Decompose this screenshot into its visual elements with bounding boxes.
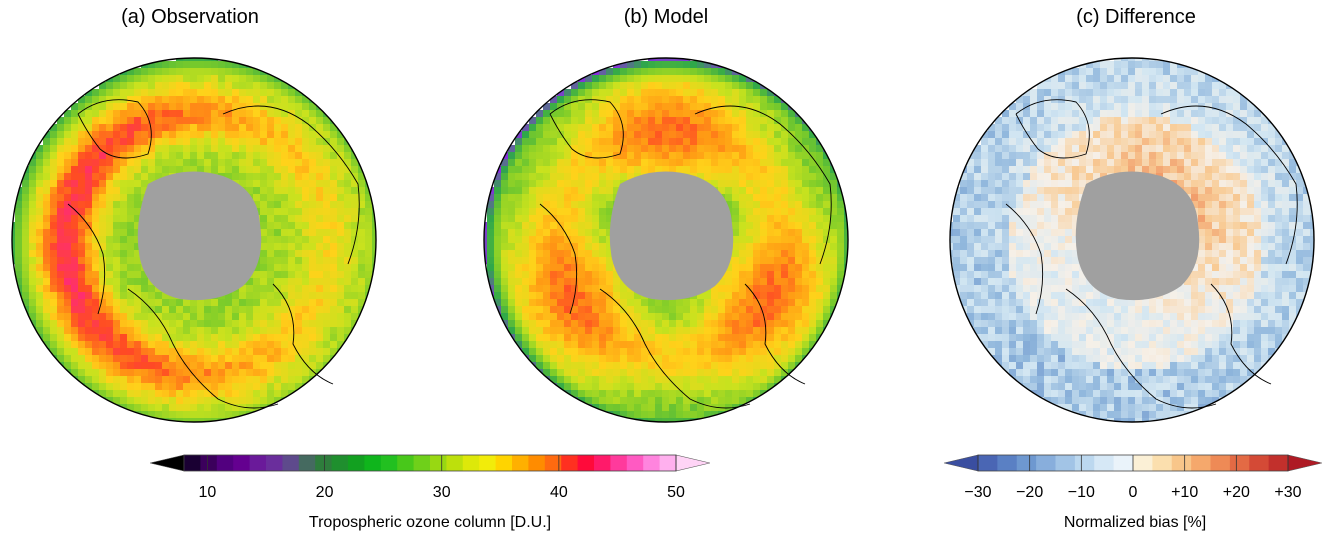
colorbar-ozone-extend-high (675, 454, 710, 472)
colorbar-ozone-segment (397, 455, 415, 471)
colorbar-ozone-segment (298, 455, 316, 471)
colorbar-bias-tick-label: −20 (1016, 484, 1044, 501)
polar-mask (137, 171, 262, 301)
colorbar-ozone-segment (528, 455, 546, 471)
colorbar-ozone-segment (266, 455, 283, 471)
colorbar-bias-segment (1191, 455, 1211, 471)
coastline (1210, 283, 1272, 385)
coastline (222, 105, 360, 265)
colorbar-ozone-segment (364, 455, 382, 471)
colorbar-ozone-segment (659, 455, 677, 471)
colorbar-bias-segment (1055, 455, 1076, 471)
colorbar-ozone-segment (200, 455, 218, 471)
title-difference: (c) Difference (1076, 6, 1196, 28)
colorbar-bias-segment (1133, 455, 1153, 471)
colorbar-ozone-segment (577, 455, 595, 471)
map-observation (11, 57, 377, 423)
map-model (483, 57, 849, 423)
colorbar-ozone-segment (495, 455, 513, 471)
map-outline (11, 57, 377, 423)
colorbar-bias-tick-label: +10 (1171, 484, 1199, 501)
colorbar-bias-segment (1210, 455, 1231, 471)
colorbar-bias-extend-high (1287, 454, 1322, 472)
colorbar-bias-segment (1152, 455, 1173, 471)
coastline (744, 283, 806, 385)
colorbar-bias-segment (1074, 455, 1095, 471)
colorbar-bias-segment (1094, 455, 1115, 471)
colorbar-ozone-segment (479, 455, 497, 471)
coastline (694, 105, 832, 265)
colorbar-ozone (150, 454, 710, 472)
colorbar-ozone-segment (233, 455, 251, 471)
colorbar-ozone-segment (446, 455, 464, 471)
colorbar-ozone-tick-label: 50 (667, 484, 685, 501)
colorbar-bias-extend-low (944, 454, 979, 472)
coastline (599, 288, 751, 409)
coastline (1160, 105, 1298, 265)
colorbar-ozone-segment (282, 455, 300, 471)
colorbar-ozone-segment (380, 455, 398, 471)
colorbar-bias-segment (1036, 455, 1056, 471)
colorbar-bias-ticks: −30 −20 −10 0 +10 +20 +30 (0, 484, 1325, 506)
coastline (1005, 203, 1044, 315)
colorbar-bias-segment (1268, 455, 1289, 471)
coastline (127, 288, 279, 409)
colorbar-bias-segment (1113, 455, 1134, 471)
colorbar-ozone-segment (544, 455, 562, 471)
colorbar-ozone-extend-low (150, 454, 185, 472)
colorbar-bias-segment (1249, 455, 1270, 471)
colorbar-bias-tick-label: +20 (1222, 484, 1250, 501)
colorbar-ozone-label: Tropospheric ozone column [D.U.] (308, 514, 552, 531)
colorbar-bias-tick-label: 0 (1128, 484, 1138, 501)
colorbar-ozone-segment (643, 455, 661, 471)
polar-mask (1075, 171, 1200, 301)
coastline (77, 99, 152, 159)
coastline (539, 203, 578, 315)
map-outline (949, 57, 1315, 423)
colorbar-ozone-segment (413, 455, 431, 471)
colorbar-bias-segment (1229, 455, 1250, 471)
colorbar-ozone-segment (348, 455, 365, 471)
coastline (549, 99, 624, 159)
colorbar-ozone-tick-label: 20 (315, 484, 334, 501)
colorbar-ozone-segment (184, 455, 201, 471)
colorbar-ozone-segment (331, 455, 349, 471)
title-model: (b) Model (623, 6, 709, 28)
colorbar-bias-segment (997, 455, 1018, 471)
map-difference (949, 57, 1315, 423)
colorbar-ozone-tick-label: 40 (549, 484, 568, 501)
colorbar-ozone-ticks: 10 20 30 40 50 (0, 484, 1325, 506)
coastline (272, 283, 334, 385)
colorbar-ozone-segment (216, 455, 234, 471)
colorbar-bias-tick-label: −30 (964, 484, 992, 501)
colorbar-ozone-segment (249, 455, 267, 471)
colorbar-ozone-segment (512, 455, 529, 471)
colorbar-bias-segment (1016, 455, 1037, 471)
colorbar-bias-label: Normalized bias [%] (1063, 514, 1207, 531)
colorbar-ozone-segment (462, 455, 480, 471)
colorbar-ozone-segment (594, 455, 611, 471)
map-outline (483, 57, 849, 423)
colorbar-bias-tick-label: +30 (1274, 484, 1302, 501)
colorbar-ozone-tick-label: 10 (198, 484, 217, 501)
colorbar-ozone-segment (430, 455, 447, 471)
colorbar-ozone-segment (626, 455, 644, 471)
colorbar-bias-tick-label: −10 (1067, 484, 1095, 501)
colorbar-bias-segment (1171, 455, 1192, 471)
coastline (1015, 99, 1090, 159)
coastline (67, 203, 106, 315)
colorbar-bias-segment (978, 455, 998, 471)
colorbar-bias (944, 454, 1322, 472)
title-observation: (a) Observation (121, 6, 259, 28)
colorbar-ozone-tick-label: 30 (432, 484, 451, 501)
coastline (1065, 288, 1217, 409)
colorbar-ozone-segment (315, 455, 333, 471)
polar-mask (609, 171, 734, 301)
colorbar-ozone-segment (610, 455, 628, 471)
colorbar-ozone-segment (561, 455, 579, 471)
